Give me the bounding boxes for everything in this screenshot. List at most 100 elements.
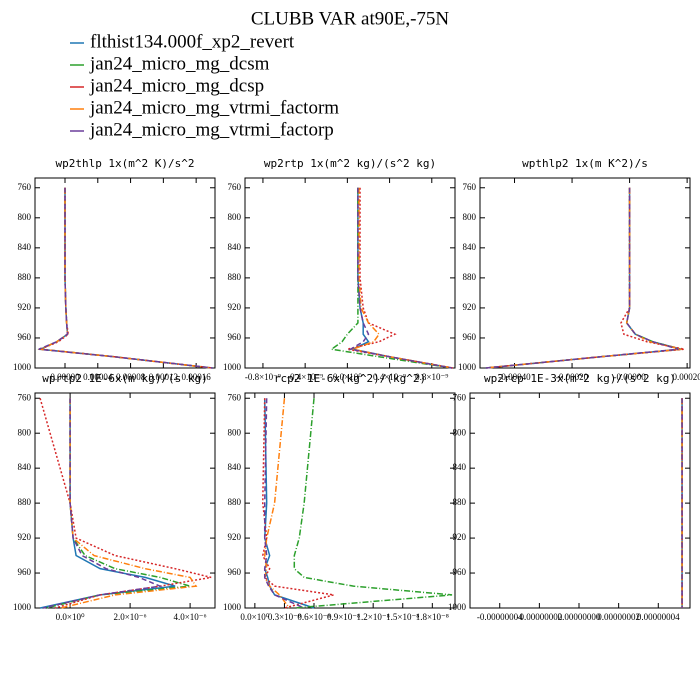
panel-title: wp2rtp 1x(m^2 kg)/(s^2 kg) — [264, 157, 436, 170]
y-tick-label: 920 — [228, 302, 242, 312]
plot-frame — [244, 392, 456, 609]
x-tick-label: 2.0×10⁻⁶ — [113, 612, 146, 622]
y-tick-label: 840 — [228, 462, 242, 472]
y-tick-label: 840 — [18, 462, 32, 472]
x-tick-label: 0.0×10⁰ — [56, 612, 85, 622]
x-tick-label: 0.00008 — [116, 372, 146, 382]
y-tick-label: 840 — [463, 242, 477, 252]
y-tick-label: 760 — [18, 392, 32, 402]
x-tick-label: -0.00020 — [556, 372, 589, 382]
y-tick-label: 760 — [18, 182, 32, 192]
series-line — [60, 398, 198, 609]
series-line — [45, 398, 191, 609]
panel-title: wprtp2 1E-6x(m kg)/(s kg) — [42, 372, 208, 385]
x-tick-label: 0.00012 — [149, 372, 178, 382]
plot-frame — [479, 177, 691, 369]
plot-frame — [34, 392, 216, 609]
x-tick-label: 1.2×10⁻⁸ — [357, 612, 390, 622]
y-tick-label: 880 — [18, 497, 32, 507]
y-tick-label: 960 — [453, 567, 467, 577]
y-tick-label: 840 — [453, 462, 467, 472]
x-tick-label: -0.8×10⁻⁹ — [245, 372, 281, 382]
panel-title: wp2thlp 1x(m^2 K)/s^2 — [55, 157, 194, 170]
y-tick-label: 960 — [18, 567, 32, 577]
series-line — [263, 398, 290, 609]
x-tick-label: 0.8×10⁻⁹ — [415, 372, 448, 382]
y-tick-label: 880 — [228, 272, 242, 282]
y-tick-label: 1000 — [223, 602, 242, 612]
y-tick-label: 960 — [463, 332, 477, 342]
panel-title: rcp2 1E-6x(kg^2)/(kg^2) — [274, 372, 426, 385]
legend-label: jan24_micro_mg_vtrmi_factorp — [89, 119, 334, 140]
x-tick-label: 0.00016 — [182, 372, 212, 382]
y-tick-label: 960 — [228, 567, 242, 577]
panel-title: wpthlp2 1x(m K^2)/s — [522, 157, 648, 170]
x-tick-label: 0.00000004 — [637, 612, 680, 622]
plot-frame — [469, 392, 691, 609]
x-tick-label: 0.00020 — [672, 372, 700, 382]
y-tick-label: 880 — [463, 272, 477, 282]
y-tick-label: 960 — [228, 332, 242, 342]
y-tick-label: 1000 — [448, 602, 467, 612]
x-tick-label: -0.4×10⁻⁹ — [287, 372, 323, 382]
legend-label: jan24_micro_mg_dcsm — [89, 53, 270, 74]
series-line — [263, 398, 305, 609]
x-tick-label: 0.00004 — [83, 372, 113, 382]
y-tick-label: 960 — [18, 332, 32, 342]
y-tick-label: 880 — [228, 497, 242, 507]
series-line — [38, 187, 213, 369]
y-tick-label: 760 — [453, 392, 467, 402]
panel-title: wp2rcp 1E-3x(m^2 kg)/(s^2 kg) — [484, 372, 676, 385]
y-tick-label: 840 — [18, 242, 32, 252]
x-tick-label: 1.5×10⁻⁸ — [386, 612, 419, 622]
y-tick-label: 880 — [18, 272, 32, 282]
x-tick-label: -0.00040 — [498, 372, 531, 382]
x-tick-label: 0.9×10⁻⁸ — [327, 612, 360, 622]
y-tick-label: 1000 — [13, 362, 32, 372]
y-tick-label: 840 — [228, 242, 242, 252]
y-tick-label: 920 — [18, 302, 32, 312]
plot-frame — [34, 177, 216, 369]
legend-label: flthist134.000f_xp2_revert — [90, 31, 295, 52]
x-tick-label: -0.00000 — [613, 372, 646, 382]
series-line — [485, 187, 679, 369]
x-tick-label: -0.00000004 — [477, 612, 523, 622]
series-line — [349, 187, 454, 369]
legend-label: jan24_micro_mg_vtrmi_factorm — [89, 97, 339, 118]
series-line — [42, 398, 163, 609]
x-tick-label: 0.00000 — [50, 372, 80, 382]
x-tick-label: 4.0×10⁻⁶ — [173, 612, 206, 622]
y-tick-label: 1000 — [223, 362, 242, 372]
y-tick-label: 760 — [463, 182, 477, 192]
x-tick-label: 0.3×10⁻⁸ — [268, 612, 301, 622]
x-tick-label: -0.00000002 — [516, 612, 562, 622]
x-tick-label: 0.0×10⁰ — [333, 372, 362, 382]
y-tick-label: 800 — [228, 212, 242, 222]
y-tick-label: 800 — [18, 212, 32, 222]
x-tick-label: 0.00000000 — [558, 612, 601, 622]
x-tick-label: 1.8×10⁻⁸ — [416, 612, 449, 622]
x-tick-label: 0.00000002 — [597, 612, 640, 622]
y-tick-label: 800 — [18, 427, 32, 437]
figure-title: CLUBB VAR at90E,-75N — [251, 8, 450, 29]
y-tick-label: 800 — [228, 427, 242, 437]
y-tick-label: 920 — [18, 532, 32, 542]
series-line — [347, 187, 454, 369]
y-tick-label: 920 — [453, 532, 467, 542]
y-tick-label: 880 — [453, 497, 467, 507]
series-line — [348, 187, 452, 369]
legend-label: jan24_micro_mg_dcsp — [89, 75, 264, 96]
y-tick-label: 1000 — [13, 602, 32, 612]
y-tick-label: 800 — [453, 427, 467, 437]
x-tick-label: 0.4×10⁻⁹ — [373, 372, 406, 382]
y-tick-label: 920 — [463, 302, 477, 312]
x-tick-label: 0.0×10⁰ — [240, 612, 269, 622]
y-tick-label: 800 — [463, 212, 477, 222]
plot-frame — [244, 177, 456, 369]
y-tick-label: 920 — [228, 532, 242, 542]
y-tick-label: 760 — [228, 392, 242, 402]
series-line — [293, 398, 453, 609]
x-tick-label: 0.6×10⁻⁸ — [297, 612, 330, 622]
y-tick-label: 760 — [228, 182, 242, 192]
